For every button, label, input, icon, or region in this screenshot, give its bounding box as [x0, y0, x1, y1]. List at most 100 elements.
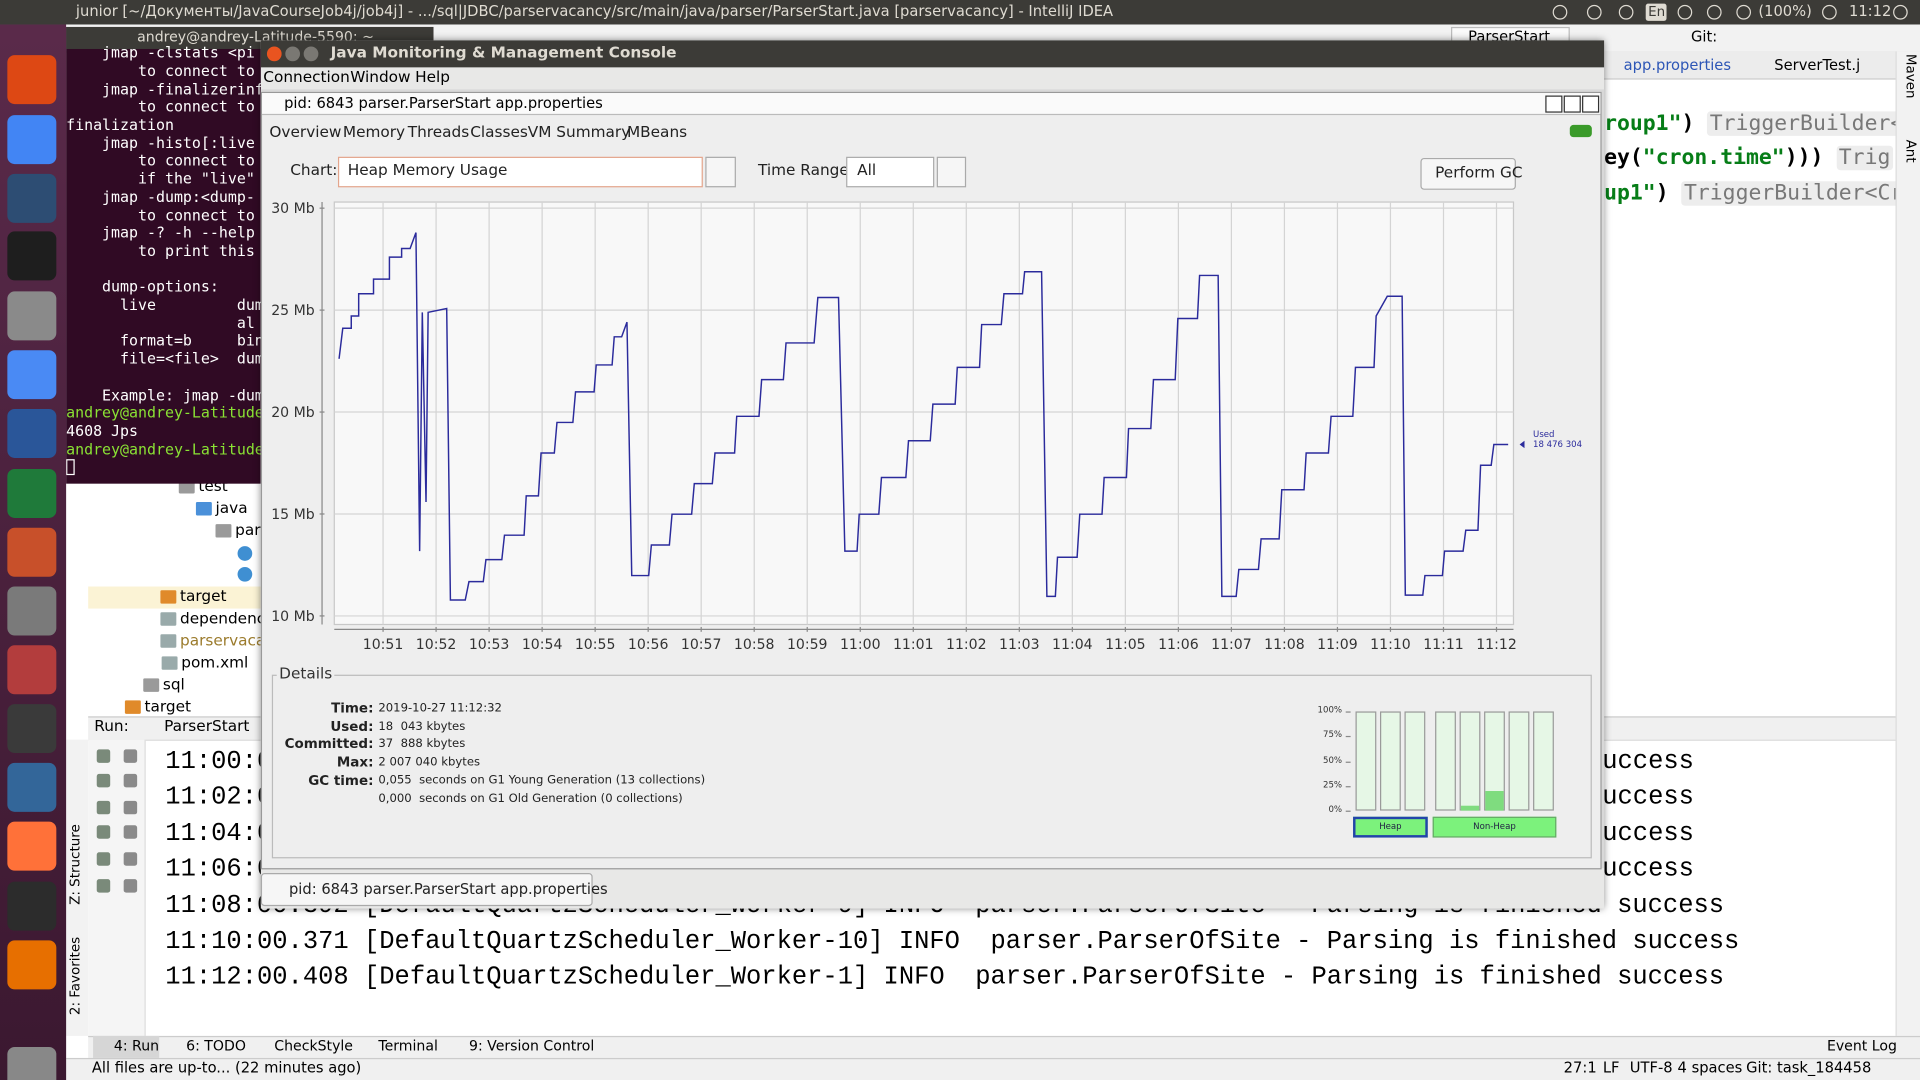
- frame-button[interactable]: [1545, 95, 1563, 113]
- taskbar-button[interactable]: [260, 873, 593, 907]
- launcher-icon[interactable]: [7, 881, 57, 931]
- detail-value: 37 888 kbytes: [378, 736, 466, 751]
- status-message: All files are up-to... (22 minutes ago): [91, 1059, 362, 1077]
- status-item[interactable]: LF: [1602, 1059, 1620, 1077]
- tool-tab[interactable]: Terminal: [378, 1036, 438, 1054]
- launcher-icon[interactable]: [7, 408, 57, 458]
- tree-item[interactable]: par: [235, 520, 261, 539]
- pool-button[interactable]: [1432, 816, 1557, 838]
- tool-tab[interactable]: Event Log: [1826, 1036, 1897, 1054]
- tab[interactable]: MBeans: [626, 122, 688, 141]
- tab[interactable]: Classes: [470, 122, 528, 141]
- tool-button[interactable]: [96, 825, 111, 839]
- details-box: [271, 674, 1592, 859]
- run-tab[interactable]: ParserStart: [164, 716, 250, 735]
- side-tab[interactable]: Ant: [1902, 139, 1919, 163]
- launcher-icon[interactable]: [7, 231, 57, 281]
- launcher-icon[interactable]: [7, 173, 57, 223]
- gc-button[interactable]: [1420, 157, 1516, 190]
- code-token: ))): [1784, 145, 1837, 171]
- frame-button[interactable]: [1563, 95, 1581, 113]
- tree-item[interactable]: sql: [162, 674, 185, 694]
- launcher-icon[interactable]: [7, 704, 57, 754]
- tool-button[interactable]: [123, 800, 138, 815]
- tool-tab[interactable]: 6: TODO: [186, 1036, 246, 1054]
- tab[interactable]: Memory: [342, 122, 406, 141]
- range-choice[interactable]: All: [857, 160, 877, 179]
- editor-tab[interactable]: ServerTest.j: [1774, 56, 1861, 74]
- log-line: 11:02:0: [165, 783, 273, 812]
- launcher-icon[interactable]: [7, 55, 57, 105]
- status-item[interactable]: 4 spaces: [1677, 1059, 1743, 1077]
- frame-button[interactable]: [1582, 95, 1600, 113]
- tool-button[interactable]: [96, 773, 111, 788]
- tool-tab[interactable]: CheckStyle: [274, 1036, 353, 1054]
- menu-item[interactable]: Connection: [263, 67, 350, 86]
- tree-item[interactable]: target: [144, 696, 192, 716]
- window-button[interactable]: [285, 46, 300, 62]
- tree-item[interactable]: pom.xml: [181, 652, 249, 672]
- launcher-icon[interactable]: [7, 762, 57, 812]
- launcher-icon[interactable]: [7, 527, 57, 577]
- tool-tab[interactable]: 4: Run: [113, 1036, 160, 1054]
- pool-name[interactable]: Heap: [1379, 821, 1402, 832]
- tray-icon: [1586, 4, 1602, 20]
- tool-button[interactable]: [96, 749, 111, 763]
- menu-item[interactable]: Help: [415, 67, 450, 86]
- tab[interactable]: Threads: [407, 122, 470, 141]
- side-tab[interactable]: 2: Favorites: [67, 936, 84, 1016]
- tree-item[interactable]: target: [180, 586, 227, 606]
- tool-button[interactable]: [123, 879, 138, 893]
- launcher-icon[interactable]: [7, 468, 57, 518]
- launcher-icon[interactable]: [7, 291, 57, 341]
- gc-button-label[interactable]: Perform GC: [1435, 163, 1523, 182]
- launcher-icon[interactable]: [7, 940, 57, 990]
- terminal-line: dump-options:: [66, 278, 219, 296]
- tree-icon: [161, 656, 178, 670]
- tree-item[interactable]: java: [215, 498, 248, 517]
- tool-button[interactable]: [123, 825, 138, 839]
- launcher-icon[interactable]: [7, 821, 57, 871]
- combo-arrow[interactable]: [936, 156, 967, 188]
- terminal-line: to connect to: [66, 152, 255, 170]
- detail-label: Committed:: [284, 735, 374, 752]
- launcher-icon[interactable]: [7, 645, 57, 695]
- launcher-icon[interactable]: [7, 586, 57, 636]
- launcher-icon[interactable]: [7, 350, 57, 400]
- menu-item[interactable]: Window: [350, 67, 411, 86]
- tool-tab[interactable]: 9: Version Control: [468, 1036, 595, 1054]
- combo-arrow[interactable]: [705, 156, 736, 188]
- chart-choice[interactable]: Heap Memory Usage: [347, 160, 508, 179]
- status-item[interactable]: 27:1: [1563, 1059, 1597, 1077]
- window-button[interactable]: [266, 46, 282, 62]
- tree-item[interactable]: parservacan: [180, 630, 276, 650]
- editor-tab[interactable]: app.properties: [1623, 56, 1731, 74]
- keyboard-layout: En: [1648, 3, 1666, 20]
- side-tab[interactable]: Z: Structure: [67, 824, 84, 905]
- tool-button[interactable]: [123, 773, 138, 788]
- launcher-icon[interactable]: [7, 1046, 57, 1080]
- status-item[interactable]: UTF-8: [1629, 1059, 1673, 1077]
- detail-value: 0,055 seconds on G1 Young Generation (13…: [378, 773, 706, 788]
- terminal-line: jmap -dump:<dump-: [66, 188, 255, 206]
- tool-button[interactable]: [96, 879, 111, 893]
- chart-combo[interactable]: [337, 156, 703, 188]
- tool-button[interactable]: [96, 852, 111, 866]
- tool-button[interactable]: [96, 800, 111, 815]
- pool-tick: [1345, 761, 1351, 763]
- window-button[interactable]: [303, 46, 319, 62]
- tab[interactable]: Overview: [269, 122, 342, 141]
- taskbar-label[interactable]: pid: 6843 parser.ParserStart app.propert…: [288, 880, 608, 899]
- pool-bar-bg: [1459, 711, 1481, 811]
- status-item[interactable]: Git: task_184458: [1746, 1059, 1872, 1077]
- tree-item[interactable]: dependenc: [180, 608, 266, 628]
- range-combo[interactable]: [846, 156, 935, 188]
- tool-button[interactable]: [123, 852, 138, 866]
- pool-tick: [1345, 736, 1351, 738]
- tab[interactable]: VM Summary: [527, 122, 631, 141]
- pool-name[interactable]: Non-Heap: [1473, 821, 1516, 832]
- side-tab[interactable]: Maven: [1902, 53, 1919, 99]
- tool-button[interactable]: [123, 749, 138, 763]
- pool-button[interactable]: [1353, 816, 1428, 838]
- launcher-icon[interactable]: [7, 115, 57, 165]
